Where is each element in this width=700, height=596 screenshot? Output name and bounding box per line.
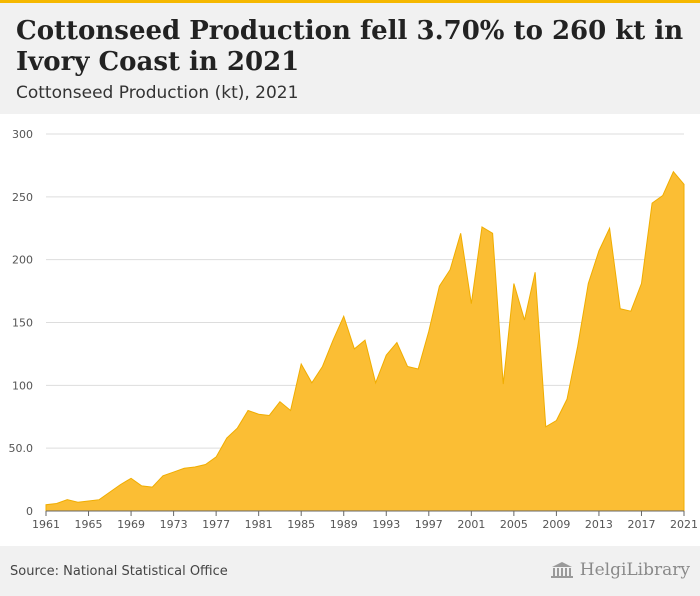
x-tick-label: 2001 <box>457 518 485 531</box>
y-tick-label: 100 <box>12 379 33 392</box>
x-tick-label: 1977 <box>202 518 230 531</box>
area-chart: 0 50.0 100 150 200 250 300 1961 1965 1969 1973 197… <box>9 128 699 531</box>
accent-bar <box>0 0 700 3</box>
x-tick-label: 2021 <box>670 518 698 531</box>
y-axis-ticks: 0 50.0 100 150 200 250 300 <box>9 128 34 518</box>
chart-header: Cottonseed Production fell 3.70% to 260 … <box>0 3 700 114</box>
chart-title: Cottonseed Production fell 3.70% to 260 … <box>16 16 684 77</box>
y-tick-label: 0 <box>26 505 33 518</box>
y-tick-label: 250 <box>12 191 33 204</box>
x-tick-label: 2005 <box>500 518 528 531</box>
x-tick-label: 1965 <box>75 518 103 531</box>
helgi-library-logo: HelgiLibrary <box>550 560 690 580</box>
library-building-icon <box>550 562 573 578</box>
production-area <box>45 170 685 512</box>
chart-subtitle: Cottonseed Production (kt), 2021 <box>16 83 299 103</box>
x-tick-label: 1969 <box>117 518 145 531</box>
x-tick-label: 2009 <box>542 518 570 531</box>
x-tick-label: 1989 <box>330 518 358 531</box>
x-tick-label: 1997 <box>415 518 443 531</box>
y-tick-label: 150 <box>12 317 33 330</box>
y-tick-label: 50.0 <box>9 442 34 455</box>
x-tick-label: 1973 <box>160 518 188 531</box>
x-tick-label: 1993 <box>372 518 400 531</box>
x-axis-ticks: 1961 1965 1969 1973 1977 1981 1985 1989 1993 1997… <box>32 511 698 531</box>
x-tick-label: 2017 <box>627 518 655 531</box>
y-tick-label: 200 <box>12 254 33 267</box>
chart-footer: Source: National Statistical Office Helg… <box>0 546 700 596</box>
x-tick-label: 1981 <box>245 518 273 531</box>
x-tick-label: 2013 <box>585 518 613 531</box>
x-tick-label: 1961 <box>32 518 60 531</box>
logo-text: HelgiLibrary <box>579 560 690 580</box>
y-tick-label: 300 <box>12 128 33 141</box>
x-tick-label: 1985 <box>287 518 315 531</box>
source-note: Source: National Statistical Office <box>10 564 228 579</box>
